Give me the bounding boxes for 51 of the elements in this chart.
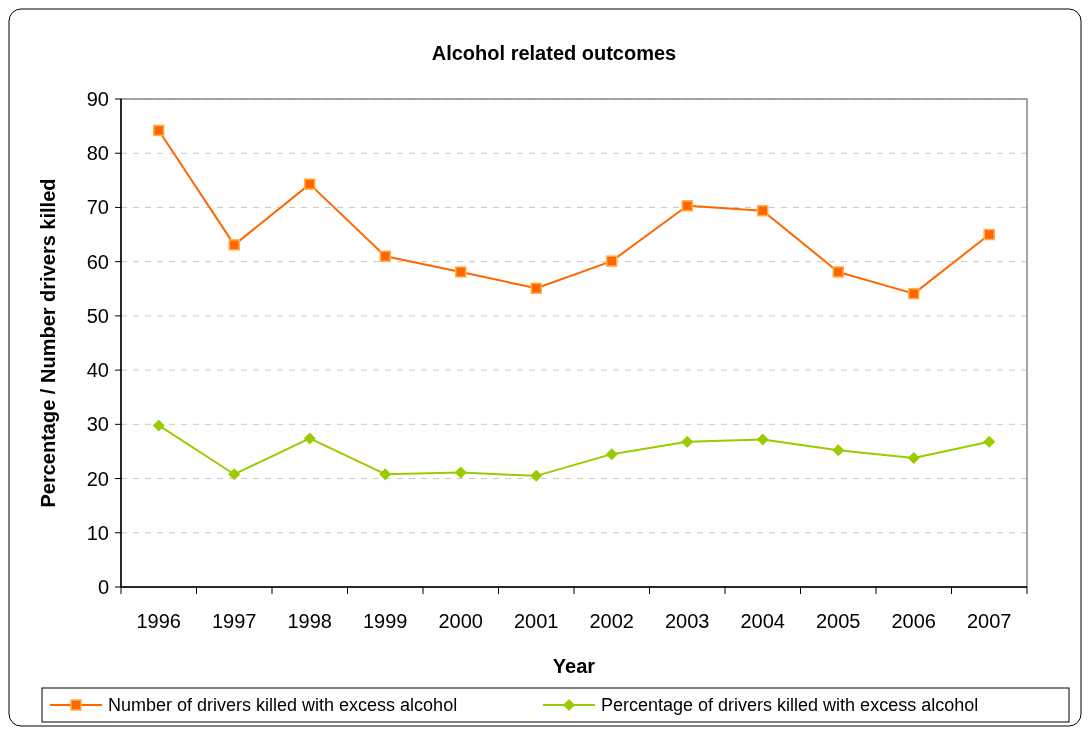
point <box>983 435 996 448</box>
point <box>530 469 543 482</box>
y-tick-label: 10 <box>86 521 109 544</box>
point <box>228 239 240 251</box>
point <box>530 282 542 294</box>
x-tick-label: 2004 <box>740 610 785 632</box>
y-tick-label: 80 <box>86 142 109 165</box>
x-tick-label: 2003 <box>665 610 710 632</box>
y-axis-title: Percentage / Number drivers killed <box>37 178 59 508</box>
point <box>832 444 845 457</box>
legend-label: Percentage of drivers killed with excess alcohol <box>601 695 979 716</box>
x-tick-label: 1996 <box>136 610 181 632</box>
y-tick-label: 40 <box>86 359 109 382</box>
x-tick-label: 2006 <box>891 610 936 632</box>
x-tick-label: 1999 <box>363 610 408 632</box>
chart-title: Alcohol related outcomes <box>431 42 677 64</box>
point <box>379 468 392 481</box>
x-tick-label: 2005 <box>816 610 861 632</box>
point <box>454 466 467 479</box>
legend-label: Number of drivers killed with excess alcohol <box>108 695 458 716</box>
point <box>832 266 844 278</box>
point <box>152 419 165 432</box>
point <box>907 451 920 464</box>
y-tick-label: 90 <box>86 88 109 110</box>
point <box>681 435 694 448</box>
point <box>681 200 693 212</box>
point <box>606 255 618 267</box>
x-tick-label: 2000 <box>438 610 483 632</box>
point <box>228 468 241 481</box>
point <box>605 448 618 461</box>
point <box>756 433 769 446</box>
x-tick-label: 1998 <box>287 610 332 632</box>
point <box>983 228 995 241</box>
point <box>757 204 769 217</box>
y-tick-label: 0 <box>97 576 109 598</box>
y-tick-label: 20 <box>86 467 109 490</box>
point <box>908 287 920 300</box>
x-axis-title: Year <box>552 655 596 677</box>
x-tick-label: 2002 <box>589 610 634 632</box>
point <box>303 432 316 445</box>
point <box>153 124 165 137</box>
y-tick-label: 60 <box>86 250 109 273</box>
point <box>455 266 467 278</box>
y-tick-label: 50 <box>86 304 109 327</box>
point <box>304 178 316 190</box>
x-tick-label: 2007 <box>967 610 1012 632</box>
y-tick-label: 30 <box>86 413 109 436</box>
y-tick-label: 70 <box>86 196 109 219</box>
x-tick-label: 2001 <box>514 610 559 632</box>
x-tick-label: 1997 <box>212 610 257 632</box>
point <box>379 250 391 262</box>
